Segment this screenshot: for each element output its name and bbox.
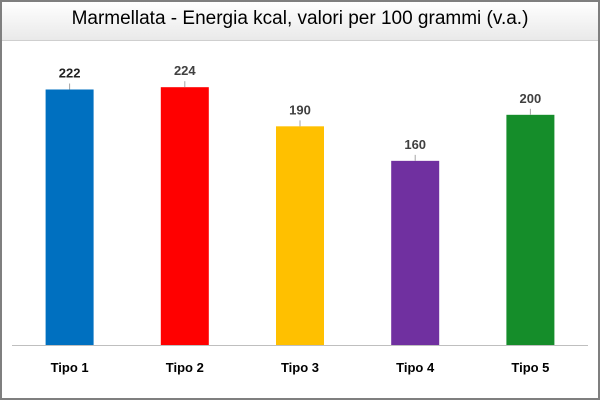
bar-tipo-1 [45, 89, 94, 345]
bar-tipo-2 [160, 87, 209, 345]
x-tick-label: Tipo 2 [166, 360, 204, 375]
chart-title-bar: Marmellata - Energia kcal, valori per 10… [2, 2, 598, 41]
x-tick-label: Tipo 5 [511, 360, 549, 375]
x-tick-label: Tipo 1 [51, 360, 89, 375]
chart-title: Marmellata - Energia kcal, valori per 10… [71, 8, 529, 29]
bar-tipo-3 [276, 126, 324, 345]
data-label: 224 [174, 63, 196, 78]
data-label: 200 [520, 91, 542, 106]
data-label: 160 [404, 137, 426, 152]
data-label: 190 [289, 102, 311, 117]
data-label: 222 [59, 65, 81, 80]
x-tick-label: Tipo 3 [281, 360, 319, 375]
x-tick-label: Tipo 4 [396, 360, 435, 375]
bar-tipo-5 [506, 114, 555, 346]
bar-tipo-4 [391, 160, 440, 345]
